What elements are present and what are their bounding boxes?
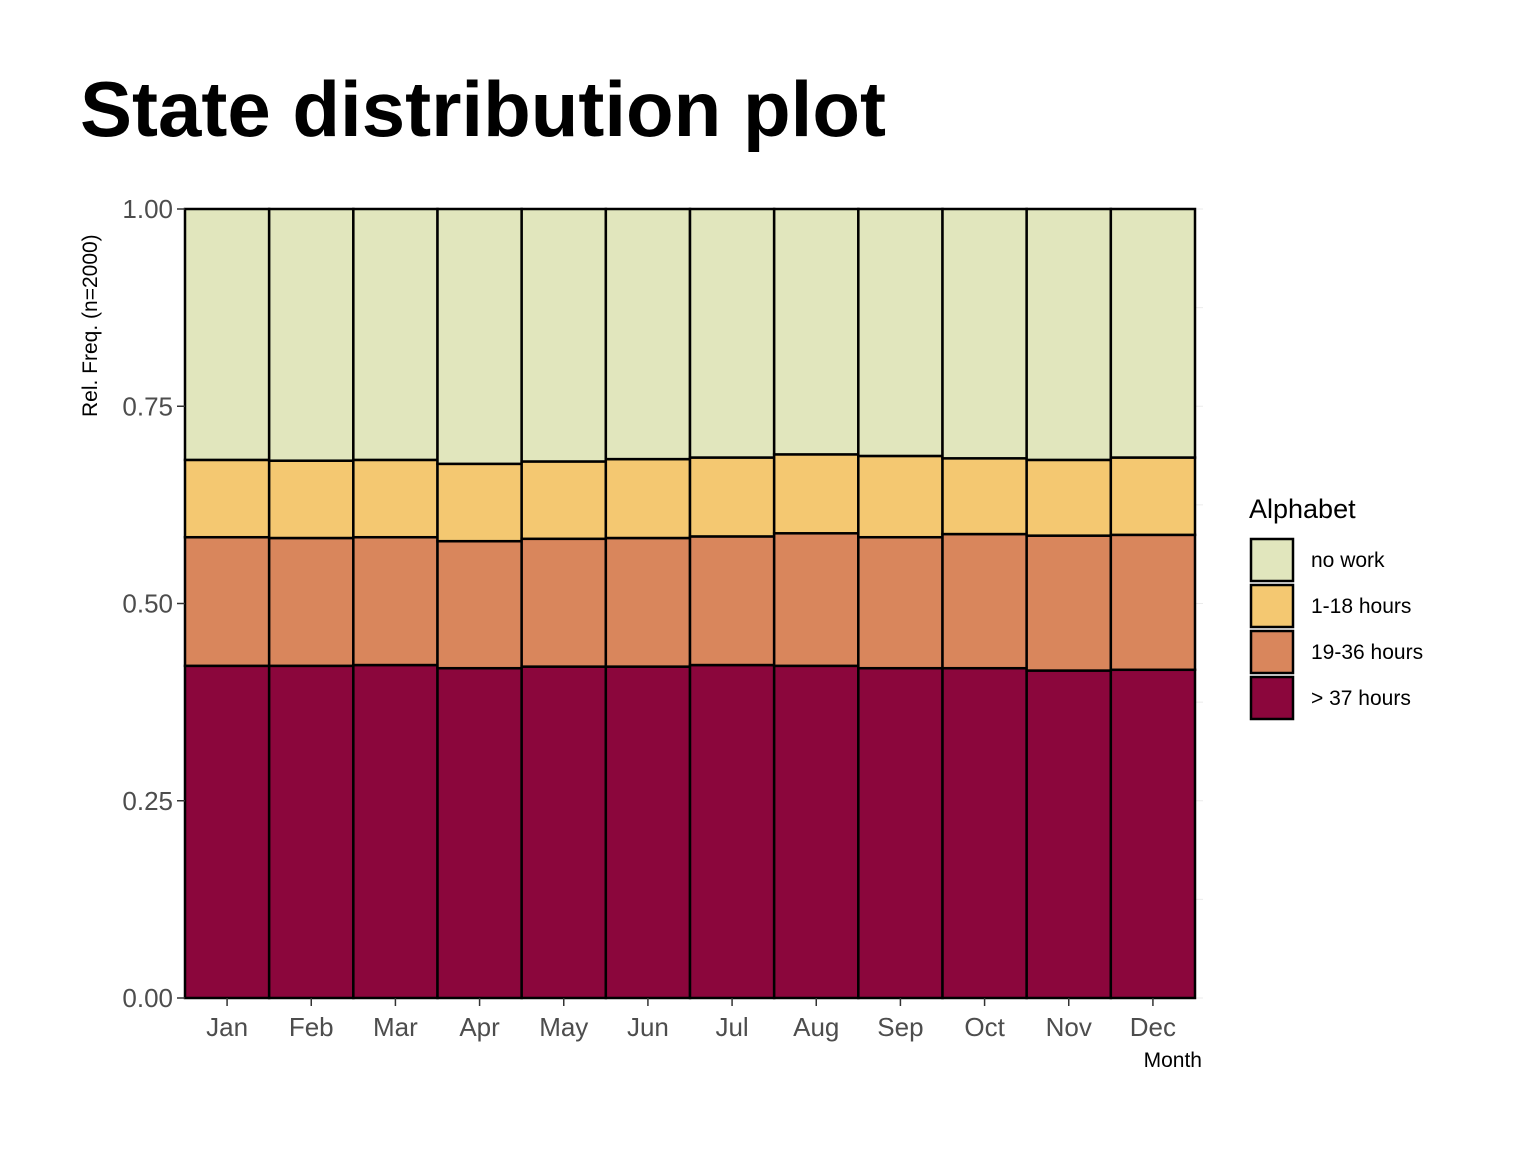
bar-may-1-18-hours <box>520 460 608 541</box>
legend-key-19-36-hours <box>1249 629 1295 675</box>
bar-may-no-work <box>520 207 608 463</box>
bar-sep-37-hours <box>857 666 944 1000</box>
bar-feb-37-hours <box>267 664 355 1000</box>
bar-aug-37-hours <box>772 664 860 1000</box>
x-tick-label-nov: Nov <box>1046 1012 1092 1042</box>
bar-may-19-36-hours <box>520 537 608 668</box>
legend-title: Alphabet <box>1249 494 1356 524</box>
x-tick-label-mar: Mar <box>373 1012 418 1042</box>
y-axis-title: Rel. Freq. (n=2000) <box>79 234 102 417</box>
bar-nov-37-hours <box>1025 669 1113 1000</box>
y-tick-label: 0.25 <box>122 786 173 816</box>
bar-jul-37-hours <box>688 663 776 1000</box>
bar-sep-1-18-hours <box>857 454 944 539</box>
x-tick-label-aug: Aug <box>793 1012 839 1042</box>
x-tick-label-dec: Dec <box>1130 1012 1176 1042</box>
x-tick-label-sep: Sep <box>877 1012 923 1042</box>
bar-aug-no-work <box>772 207 860 456</box>
bar-jul-1-18-hours <box>688 456 776 538</box>
legend-label-1-18-hours: 1-18 hours <box>1311 595 1411 618</box>
bar-jun-1-18-hours <box>604 457 692 540</box>
bar-jan-19-36-hours <box>183 535 271 668</box>
chart-title: State distribution plot <box>80 65 886 153</box>
y-tick-label: 0.00 <box>122 983 173 1013</box>
bar-jan-no-work <box>183 207 271 462</box>
bar-nov-no-work <box>1025 207 1113 462</box>
x-tick-label-may: May <box>539 1012 588 1042</box>
x-tick-label-jan: Jan <box>206 1012 248 1042</box>
legend: Alphabet no work 1-18 hours 19-36 hours > 3… <box>1249 494 1423 721</box>
bar-nov-1-18-hours <box>1025 458 1113 537</box>
bar-mar-1-18-hours <box>352 458 439 539</box>
bar-sep-no-work <box>857 207 944 458</box>
bar-apr-no-work <box>436 207 523 466</box>
bar-feb-1-18-hours <box>267 459 355 540</box>
bar-oct-1-18-hours <box>941 457 1028 536</box>
bar-oct-no-work <box>941 207 1028 460</box>
bar-apr-1-18-hours <box>436 462 523 543</box>
bar-jun-no-work <box>604 207 692 461</box>
legend-key-37-hours <box>1249 675 1295 721</box>
x-axis: Jan Feb Mar Apr May Jun Jul Aug Sep Oct Nov Dec <box>206 998 1176 1042</box>
bar-jun-37-hours <box>604 665 692 1000</box>
bar-dec-19-36-hours <box>1109 533 1197 672</box>
bar-mar-no-work <box>352 207 439 462</box>
bar-jan-1-18-hours <box>183 458 271 539</box>
legend-key-1-18-hours <box>1249 583 1295 629</box>
x-tick-label-jun: Jun <box>627 1012 669 1042</box>
x-tick-label-jul: Jul <box>715 1012 748 1042</box>
bar-jul-19-36-hours <box>688 535 776 667</box>
bar-oct-37-hours <box>941 666 1028 1000</box>
bar-may-37-hours <box>520 665 608 1000</box>
bar-apr-37-hours <box>436 666 523 1000</box>
x-tick-label-apr: Apr <box>459 1012 500 1042</box>
y-tick-label: 0.75 <box>122 391 173 421</box>
bar-aug-19-36-hours <box>772 532 860 668</box>
bar-feb-no-work <box>267 207 355 462</box>
bar-jun-19-36-hours <box>604 536 692 668</box>
bars <box>183 207 1197 1000</box>
x-axis-title: Month <box>1144 1049 1202 1072</box>
bar-aug-1-18-hours <box>772 453 860 535</box>
legend-label-19-36-hours: 19-36 hours <box>1311 641 1423 664</box>
bar-oct-19-36-hours <box>941 532 1028 670</box>
bar-dec-1-18-hours <box>1109 456 1197 537</box>
bar-jan-37-hours <box>183 664 271 1000</box>
bar-sep-19-36-hours <box>857 535 944 670</box>
x-tick-label-feb: Feb <box>289 1012 334 1042</box>
bar-mar-19-36-hours <box>352 535 439 667</box>
x-tick-label-oct: Oct <box>964 1012 1005 1042</box>
legend-label-no-work: no work <box>1311 549 1385 572</box>
legend-key-no-work <box>1249 537 1295 583</box>
bar-dec-37-hours <box>1109 668 1197 1000</box>
legend-label-37-hours: > 37 hours <box>1311 687 1411 710</box>
bar-mar-37-hours <box>352 663 439 1000</box>
bar-jul-no-work <box>688 207 776 459</box>
bar-feb-19-36-hours <box>267 536 355 668</box>
y-axis: 0.00 0.25 0.50 0.75 1.00 <box>122 194 185 1013</box>
y-tick-label: 1.00 <box>122 194 173 224</box>
bar-nov-19-36-hours <box>1025 534 1113 672</box>
bar-dec-no-work <box>1109 207 1197 459</box>
y-tick-label: 0.50 <box>122 589 173 619</box>
bar-apr-19-36-hours <box>436 539 523 670</box>
